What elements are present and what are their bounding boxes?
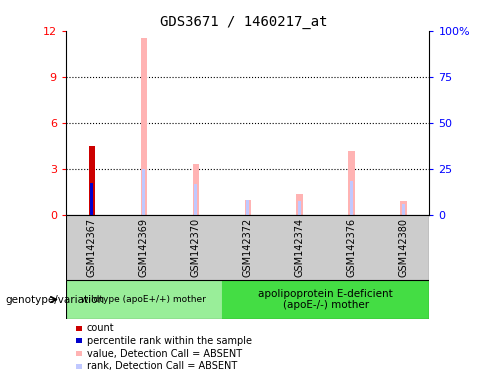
Bar (246, 200, 249, 215)
Bar (90, 183, 93, 215)
Text: GSM142372: GSM142372 (243, 218, 253, 277)
Text: genotype/variation: genotype/variation (5, 295, 104, 305)
Bar (244, 200, 251, 215)
Bar (348, 151, 355, 215)
Bar (350, 181, 353, 215)
Bar (400, 201, 407, 215)
Text: value, Detection Call = ABSENT: value, Detection Call = ABSENT (87, 349, 242, 359)
Bar (141, 38, 147, 215)
Bar (222, 280, 429, 319)
Bar (325, 215, 378, 280)
Bar (274, 215, 325, 280)
Text: count: count (87, 323, 115, 333)
Bar (193, 164, 199, 215)
Text: apolipoprotein E-deficient
(apoE-/-) mother: apolipoprotein E-deficient (apoE-/-) mot… (258, 289, 393, 310)
Bar (66, 280, 222, 319)
Text: percentile rank within the sample: percentile rank within the sample (87, 336, 252, 346)
Bar (89, 146, 95, 215)
Bar (297, 194, 303, 215)
Bar (194, 184, 197, 215)
Text: GSM142369: GSM142369 (139, 218, 149, 277)
Bar (66, 215, 118, 280)
Bar (222, 215, 274, 280)
Bar (118, 215, 170, 280)
Text: GDS3671 / 1460217_at: GDS3671 / 1460217_at (160, 15, 328, 29)
Bar (402, 204, 405, 215)
Text: GSM142376: GSM142376 (346, 218, 357, 277)
Text: GSM142380: GSM142380 (399, 218, 408, 277)
Bar (142, 169, 145, 215)
Text: rank, Detection Call = ABSENT: rank, Detection Call = ABSENT (87, 361, 237, 371)
Bar (378, 215, 429, 280)
Text: GSM142374: GSM142374 (295, 218, 305, 277)
Text: GSM142370: GSM142370 (191, 218, 201, 277)
Bar (170, 215, 222, 280)
Text: GSM142367: GSM142367 (87, 218, 97, 277)
Text: wildtype (apoE+/+) mother: wildtype (apoE+/+) mother (81, 295, 206, 304)
Bar (298, 201, 301, 215)
